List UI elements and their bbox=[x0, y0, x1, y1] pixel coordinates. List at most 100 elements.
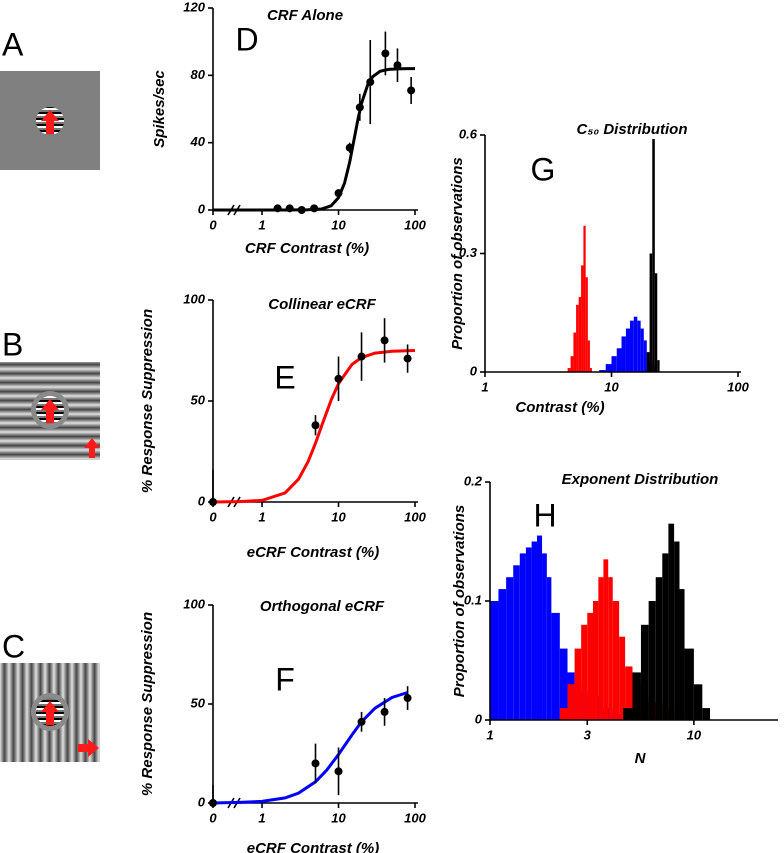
data-point bbox=[310, 204, 319, 213]
histogram-bar bbox=[621, 336, 626, 372]
data-point bbox=[311, 421, 320, 430]
histogram-bar bbox=[598, 577, 604, 720]
histogram-bar bbox=[619, 636, 626, 720]
histogram-bar bbox=[578, 296, 582, 372]
histogram-bar bbox=[513, 565, 520, 720]
stimulus-c: C bbox=[0, 628, 100, 762]
data-point bbox=[334, 767, 343, 776]
x-tick-label: 100 bbox=[404, 509, 426, 524]
data-point bbox=[357, 717, 366, 726]
histogram-bar bbox=[567, 684, 575, 720]
y-axis-label: % Response Suppression bbox=[139, 612, 156, 796]
histogram-bar bbox=[608, 577, 613, 720]
x-tick-label: 10 bbox=[604, 379, 619, 394]
histogram-bar bbox=[623, 708, 633, 720]
chart-scatter: 0 50 100 0 1 10 100 Orthogonal eCRF eCRF Contras… bbox=[139, 596, 427, 853]
chart-title: C₅₀ Distribution bbox=[577, 121, 688, 138]
histogram-bar bbox=[525, 547, 532, 720]
histogram-bar bbox=[559, 708, 568, 720]
histogram-bar bbox=[603, 559, 609, 720]
x-tick-label: 0 bbox=[209, 509, 217, 524]
histogram-bar bbox=[616, 348, 622, 372]
data-point bbox=[407, 86, 416, 95]
data-point bbox=[380, 707, 389, 716]
data-point bbox=[403, 694, 412, 703]
histogram-bar bbox=[625, 666, 633, 720]
data-point bbox=[366, 78, 375, 87]
histogram-bar bbox=[654, 273, 658, 372]
y-tick-label: 100 bbox=[183, 291, 205, 306]
histogram-bar bbox=[551, 612, 560, 720]
fit-curve bbox=[213, 67, 415, 212]
histogram-bar bbox=[581, 265, 584, 372]
y-axis-label: Proportion of observations bbox=[451, 505, 468, 698]
histogram-bar bbox=[592, 601, 599, 720]
histogram-bar bbox=[546, 577, 552, 720]
y-tick-label: 0 bbox=[198, 794, 206, 809]
histogram-bar bbox=[637, 320, 641, 372]
histogram-bar bbox=[583, 225, 586, 372]
chart-title: Exponent Distribution bbox=[562, 471, 719, 488]
histogram-bar bbox=[648, 601, 656, 720]
histogram-bar bbox=[625, 328, 630, 372]
histogram-bar bbox=[643, 340, 647, 372]
chart-scatter: 0 40 80 120 0 1 10 100 CRF Alone CRF Contrast (%)… bbox=[151, 0, 427, 257]
x-axis-label: N bbox=[635, 750, 647, 767]
x-tick-label: 1 bbox=[481, 379, 488, 394]
histogram-bar bbox=[652, 138, 655, 372]
x-tick-label: 10 bbox=[687, 727, 702, 742]
data-point bbox=[273, 204, 282, 213]
x-tick-label: 0 bbox=[209, 810, 217, 825]
x-tick-label: 100 bbox=[404, 810, 426, 825]
x-tick-label: 100 bbox=[404, 217, 426, 232]
histogram-bar bbox=[649, 253, 653, 372]
data-point bbox=[381, 49, 390, 58]
chart-histogram: 0 0.3 0.6 1 10 100 C₅₀ Distribution Contrast (%… bbox=[449, 121, 750, 416]
histogram-bar bbox=[674, 541, 680, 720]
histogram-bar bbox=[587, 612, 593, 720]
x-tick-label: 100 bbox=[727, 379, 749, 394]
panel-label: B bbox=[2, 326, 23, 362]
data-point bbox=[345, 143, 354, 152]
x-tick-label: 10 bbox=[331, 509, 346, 524]
stimulus-a: A bbox=[0, 26, 100, 170]
y-tick-label: 100 bbox=[183, 596, 205, 611]
histogram-bar bbox=[640, 328, 644, 372]
y-tick-label: 0 bbox=[198, 493, 206, 508]
x-tick-label: 1 bbox=[486, 727, 493, 742]
panel-label: G bbox=[531, 151, 556, 187]
histogram-bar bbox=[668, 523, 675, 720]
histogram-bar bbox=[574, 648, 582, 720]
y-tick-label: 0 bbox=[475, 711, 483, 726]
histogram-bar bbox=[679, 589, 685, 720]
panel-label: E bbox=[274, 359, 295, 395]
histogram-bar bbox=[519, 553, 526, 720]
histogram-bar bbox=[542, 553, 547, 720]
histogram-bar bbox=[611, 356, 617, 372]
histogram-bar bbox=[589, 368, 592, 372]
y-tick-label: 0.3 bbox=[459, 245, 478, 260]
chart-histogram: 0 0.1 0.2 1 3 10 Exponent Distribution N Proport… bbox=[451, 471, 778, 767]
histogram-bar bbox=[612, 601, 620, 720]
x-tick-label: 1 bbox=[258, 217, 265, 232]
panel-label: D bbox=[235, 21, 258, 57]
histogram-bar bbox=[599, 370, 606, 372]
histogram-bar bbox=[536, 535, 543, 720]
chart-title: Collinear eCRF bbox=[268, 296, 376, 313]
y-tick-label: 40 bbox=[190, 134, 206, 149]
histogram-bar bbox=[567, 368, 571, 372]
fit-curve bbox=[212, 691, 409, 805]
data-point bbox=[311, 759, 320, 768]
histogram-bar bbox=[490, 601, 499, 720]
data-point bbox=[334, 189, 343, 198]
y-axis-label: Spikes/sec bbox=[151, 70, 168, 148]
fit-curve bbox=[212, 349, 416, 504]
x-tick-label: 1 bbox=[258, 810, 265, 825]
data-point bbox=[209, 498, 217, 506]
chart-title: Orthogonal eCRF bbox=[260, 598, 385, 615]
x-tick-label: 10 bbox=[331, 217, 346, 232]
panel-label: A bbox=[2, 26, 24, 62]
histogram-bar bbox=[640, 624, 649, 720]
data-point bbox=[380, 336, 389, 345]
